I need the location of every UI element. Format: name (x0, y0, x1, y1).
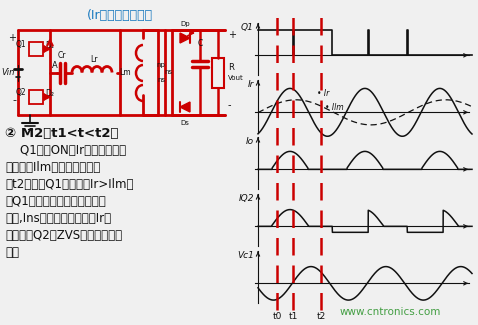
Text: www.cntronics.com: www.cntronics.com (339, 307, 441, 317)
Text: ns: ns (164, 70, 172, 75)
Text: R: R (228, 63, 234, 72)
Text: Lr: Lr (90, 55, 98, 63)
Text: IQ2: IQ2 (239, 194, 254, 203)
Text: +: + (8, 33, 16, 43)
Text: C: C (197, 40, 203, 48)
Bar (29, 42, 43, 56)
Text: t2: t2 (316, 312, 326, 321)
Text: 律增大，Ilm依然线性上升，: 律增大，Ilm依然线性上升， (5, 161, 100, 174)
Text: -: - (228, 100, 231, 110)
Text: Ir: Ir (248, 80, 254, 89)
Bar (29, 90, 43, 104)
Text: Q1已经ON，Ir依然以正弦规: Q1已经ON，Ir依然以正弦规 (5, 144, 126, 157)
Text: np: np (157, 61, 165, 68)
Text: Cr: Cr (58, 50, 66, 59)
Text: +: + (228, 30, 236, 40)
Text: ns: ns (157, 77, 165, 84)
Text: 导通,Ins依然有电流，同时Ir的: 导通,Ins依然有电流，同时Ir的 (5, 212, 111, 225)
Text: D₂: D₂ (45, 88, 54, 98)
Text: t0: t0 (272, 312, 282, 321)
Text: Dp: Dp (180, 21, 190, 27)
Polygon shape (44, 46, 50, 52)
Text: Io: Io (246, 137, 254, 146)
Text: D₁: D₁ (45, 41, 54, 49)
Text: 件。: 件。 (5, 246, 19, 259)
Text: 存在，为Q2的ZVS开通创造了条: 存在，为Q2的ZVS开通创造了条 (5, 229, 122, 242)
Polygon shape (180, 102, 190, 112)
Text: 在Q1关断时，副边二极管依然: 在Q1关断时，副边二极管依然 (5, 195, 106, 208)
Text: -: - (12, 95, 16, 105)
Text: Q2: Q2 (15, 88, 26, 98)
Text: Vin: Vin (1, 68, 15, 77)
Text: Q1: Q1 (15, 41, 26, 49)
Text: t1: t1 (289, 312, 298, 321)
Text: Ds: Ds (181, 120, 189, 126)
Polygon shape (44, 94, 50, 100)
Text: A: A (52, 61, 58, 71)
Text: ② M2（t1<t<t2）: ② M2（t1<t<t2） (5, 127, 119, 140)
Text: • Ir: • Ir (317, 89, 329, 98)
Text: Vout: Vout (228, 74, 244, 81)
Bar (212, 58, 224, 87)
Text: Q1: Q1 (241, 23, 254, 32)
Text: (Ir从左向右为正）: (Ir从左向右为正） (87, 9, 153, 22)
Polygon shape (180, 33, 190, 43)
Text: 在t2时刻，Q1关断，但Ir>Ilm，: 在t2时刻，Q1关断，但Ir>Ilm， (5, 178, 133, 191)
Text: Lm: Lm (120, 68, 131, 77)
Text: Vc1: Vc1 (237, 251, 254, 260)
Text: • Ilm: • Ilm (326, 103, 344, 112)
